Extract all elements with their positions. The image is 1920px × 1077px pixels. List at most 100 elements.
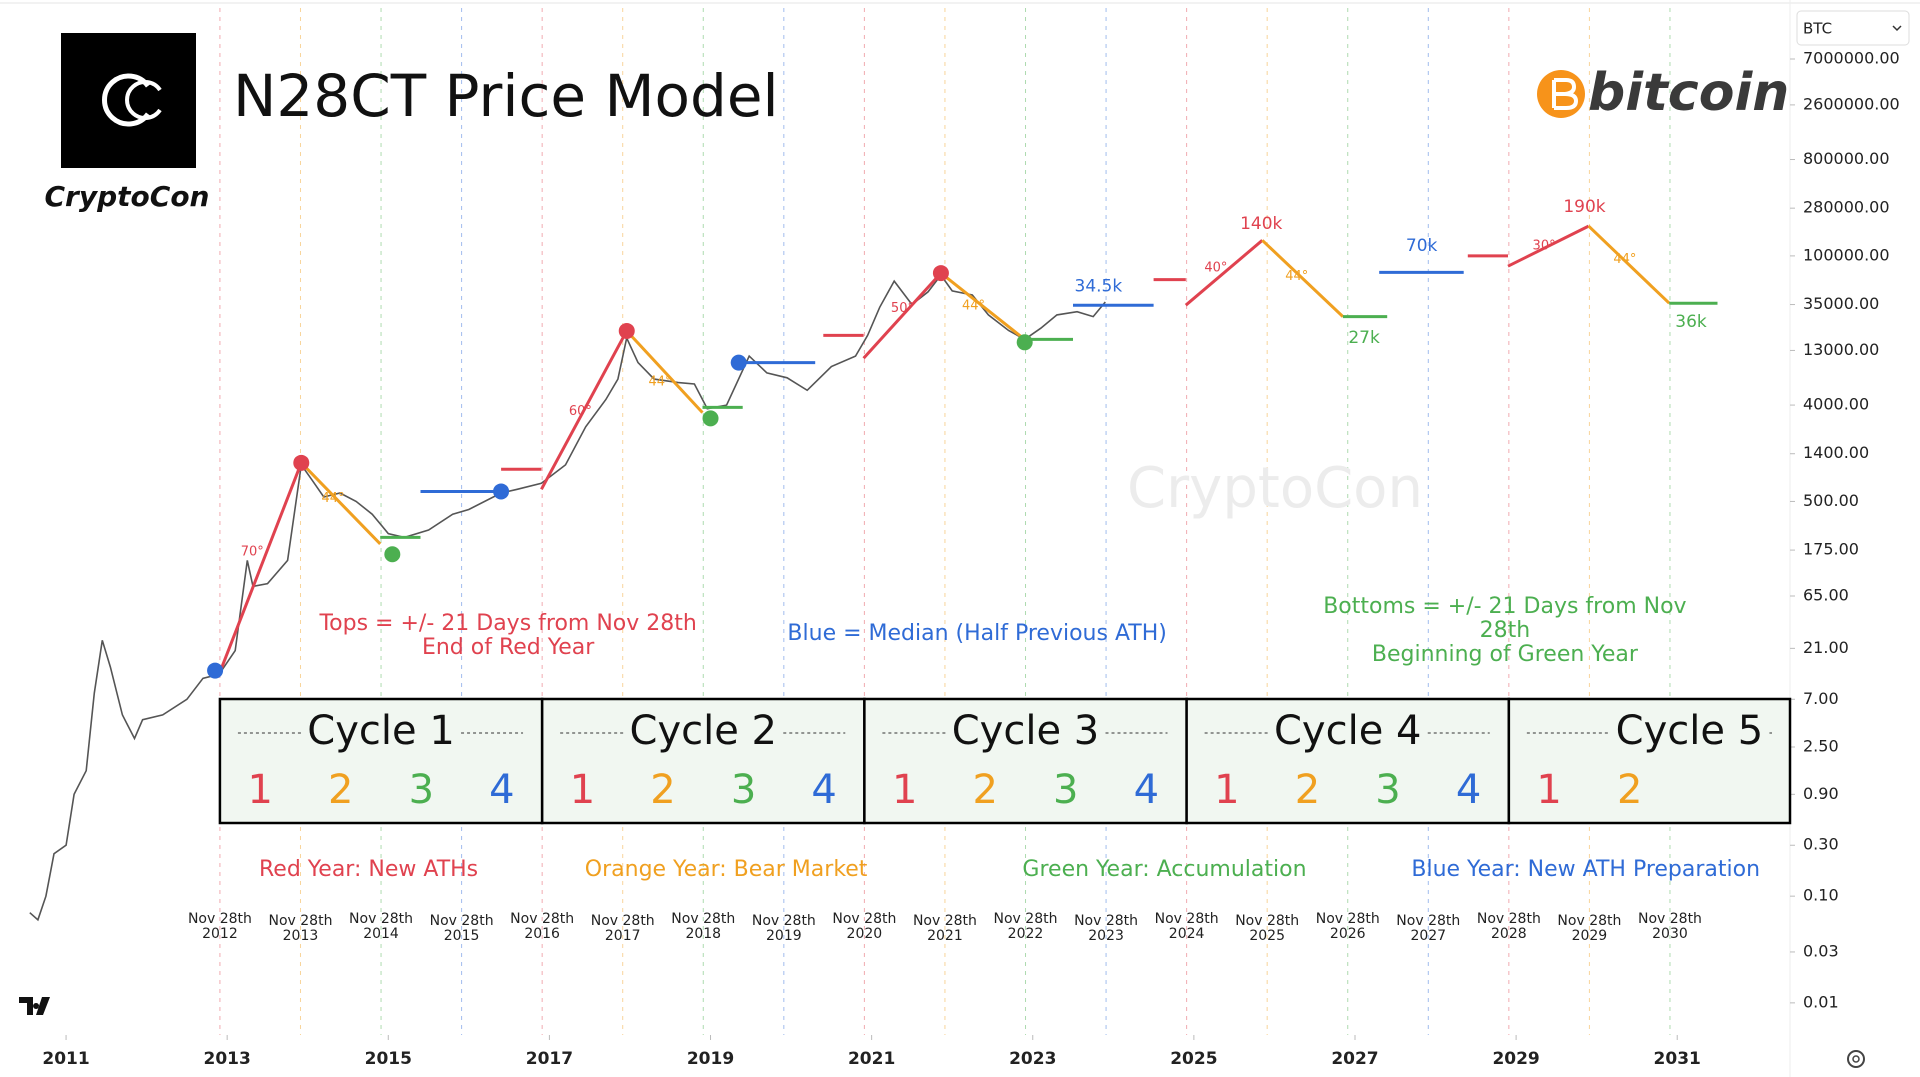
y-tick-label: 35000.00 <box>1803 294 1879 313</box>
key-point <box>207 662 224 679</box>
key-point <box>1016 334 1033 351</box>
nov28-label: Nov 28th 2014 <box>349 911 414 942</box>
key-point <box>293 454 310 471</box>
nov28-label: Nov 28th 2022 <box>993 911 1058 942</box>
y-tick-label: 280000.00 <box>1803 198 1890 217</box>
annotation: 44° <box>1613 252 1636 267</box>
x-tick-label: 2029 <box>1492 1049 1539 1069</box>
cycle-box <box>1507 697 1792 825</box>
y-tick-label: 0.03 <box>1803 941 1839 960</box>
nov28-label: Nov 28th 2016 <box>510 911 575 942</box>
cycle-year: 3 <box>1375 767 1400 813</box>
x-tick-label: 2031 <box>1654 1049 1701 1069</box>
select-caret[interactable] <box>1892 25 1902 32</box>
symbol-select[interactable] <box>1796 10 1910 46</box>
annotation: 44° <box>648 375 671 390</box>
price-line <box>29 273 1106 922</box>
annotation: 44° <box>1285 269 1308 284</box>
chart-title: N28CT Price Model <box>233 62 779 130</box>
cycle-label: Cycle 1 <box>307 708 454 754</box>
x-tick-label: 2025 <box>1170 1049 1217 1069</box>
key-point <box>384 546 401 563</box>
brand-name: CryptoCon <box>45 180 210 213</box>
y-tick-label: 7000000.00 <box>1803 48 1900 67</box>
cycle-box <box>863 697 1188 825</box>
x-tick-label: 2027 <box>1331 1049 1378 1069</box>
annotation: 70k <box>1406 236 1438 256</box>
y-tick-label: 0.01 <box>1803 992 1839 1011</box>
nov28-label: Nov 28th 2013 <box>268 913 333 944</box>
cycle-year: 4 <box>1134 767 1159 813</box>
nov28-label: Nov 28th 2026 <box>1315 911 1380 942</box>
annotation: 60° <box>569 404 592 419</box>
model-segment <box>1507 224 1590 268</box>
annotation: 40° <box>1204 261 1227 276</box>
model-segment <box>217 462 303 675</box>
year-legend: Green Year: Accumulation <box>1022 857 1306 882</box>
y-tick-label: 0.90 <box>1803 784 1839 803</box>
model-segment <box>625 329 704 414</box>
symbol-select-text[interactable]: BTC <box>1803 20 1832 38</box>
brand-logo-glyph <box>125 80 162 120</box>
y-tick-label: 21.00 <box>1803 638 1849 657</box>
tradingview-logo[interactable] <box>19 997 50 1015</box>
cycle-year: 3 <box>409 767 434 813</box>
cycle-year: 1 <box>247 767 272 813</box>
key-point <box>702 410 719 427</box>
nov28-label: Nov 28th 2028 <box>1476 911 1541 942</box>
model-segment <box>1261 239 1344 318</box>
model-segment <box>862 272 943 360</box>
cycle-year: 2 <box>1295 767 1320 813</box>
y-tick-label: 1400.00 <box>1803 443 1869 462</box>
year-legend: Orange Year: Bear Market <box>585 857 868 882</box>
cycle-year: 2 <box>972 767 997 813</box>
annotation: 34.5k <box>1075 277 1123 297</box>
nov28-label: Nov 28th 2030 <box>1637 911 1702 942</box>
cycle-year: 2 <box>328 767 353 813</box>
cycle-year: 2 <box>1617 767 1642 813</box>
year-legend: Blue Year: New ATH Preparation <box>1411 857 1760 882</box>
watermark: CryptoCon <box>1127 456 1423 521</box>
key-point <box>493 483 510 500</box>
key-point <box>618 322 635 339</box>
annotation: 36k <box>1675 312 1707 332</box>
nov28-label: Nov 28th 2027 <box>1396 913 1461 944</box>
nov28-label: Nov 28th 2029 <box>1557 913 1622 944</box>
cycle-label: Cycle 4 <box>1274 708 1421 754</box>
y-tick-label: 175.00 <box>1803 540 1859 559</box>
y-tick-label: 4000.00 <box>1803 395 1869 414</box>
model-segment <box>300 461 382 545</box>
settings-icon[interactable] <box>1847 1050 1865 1068</box>
nov28-label: Nov 28th 2017 <box>590 913 655 944</box>
coin-logo-text: bitcoin <box>1588 63 1789 123</box>
cycle-year: 3 <box>731 767 756 813</box>
annotation: 70° <box>241 545 264 560</box>
note: Blue = Median (Half Previous ATH) <box>787 621 1167 647</box>
settings-icon[interactable] <box>1852 1055 1860 1063</box>
x-tick-label: 2015 <box>365 1049 412 1069</box>
nov28-label: Nov 28th 2024 <box>1154 911 1219 942</box>
cycle-year: 3 <box>1053 767 1078 813</box>
annotation: 27k <box>1348 328 1380 348</box>
y-tick-label: 13000.00 <box>1803 340 1879 359</box>
nov28-label: Nov 28th 2023 <box>1074 913 1139 944</box>
cycle-label: Cycle 5 <box>1616 708 1763 754</box>
annotation: 50° <box>891 301 914 316</box>
cycle-year: 2 <box>650 767 675 813</box>
y-tick-label: 500.00 <box>1803 491 1859 510</box>
nov28-label: Nov 28th 2020 <box>832 911 897 942</box>
cycle-year: 4 <box>811 767 836 813</box>
background-layer <box>219 8 1671 1035</box>
y-tick-label: 0.10 <box>1803 886 1839 905</box>
x-tick-label: 2011 <box>42 1049 89 1069</box>
x-tick-label: 2013 <box>204 1049 251 1069</box>
key-point <box>932 265 949 282</box>
annotation: 140k <box>1240 214 1282 234</box>
cycle-year: 1 <box>1536 767 1561 813</box>
model-segment <box>939 271 1026 341</box>
nov28-label: Nov 28th 2019 <box>751 913 816 944</box>
nov28-label: Nov 28th 2012 <box>187 911 252 942</box>
y-tick-label: 100000.00 <box>1803 245 1890 264</box>
brand-logo-glyph <box>102 73 151 127</box>
